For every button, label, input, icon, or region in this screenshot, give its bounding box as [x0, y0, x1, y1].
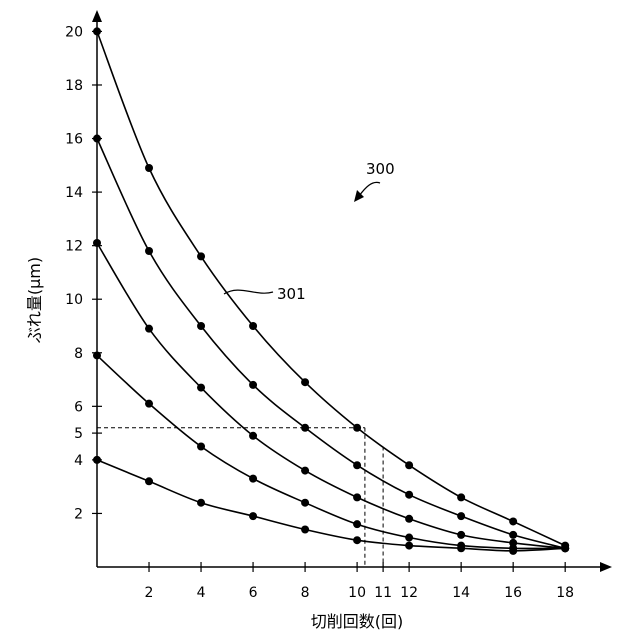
annotation-300-label: 300 [366, 160, 395, 178]
series-0-point-4 [301, 378, 309, 386]
series-4-point-4 [301, 526, 309, 534]
x-tick-label-10: 10 [348, 585, 366, 601]
series-4-point-5 [353, 536, 361, 544]
x-tick-label-4: 4 [197, 585, 206, 601]
annotation-300: 300 [354, 160, 395, 202]
series-3-point-1 [145, 400, 153, 408]
x-tick-label-18: 18 [556, 585, 574, 601]
annotation-301-label: 301 [277, 285, 306, 303]
series-0-point-3 [249, 322, 257, 330]
series-0-point-1 [145, 164, 153, 172]
annotation-301: 301 [224, 285, 306, 303]
series-0-point-2 [197, 252, 205, 260]
x-tick-label-16: 16 [504, 585, 522, 601]
series-4-line [97, 460, 565, 551]
x-tick-label-2: 2 [145, 585, 154, 601]
annotation-300-arrow [359, 182, 380, 196]
series-2-point-1 [145, 325, 153, 333]
series-3-point-4 [301, 499, 309, 507]
series-3-line [97, 355, 565, 548]
y-tick-label-5: 5 [74, 426, 83, 442]
series-1-point-3 [249, 381, 257, 389]
annotation-301-leader [224, 290, 273, 294]
series-0-line [97, 31, 565, 545]
x-tick-label-6: 6 [249, 585, 258, 601]
y-tick-label-12: 12 [65, 239, 83, 255]
y-tick-label-4: 4 [74, 453, 83, 469]
series-1-point-4 [301, 424, 309, 432]
series-1-line [97, 139, 565, 549]
series-0-point-8 [509, 517, 517, 525]
series-4-point-7 [457, 544, 465, 552]
series-3-point-2 [197, 442, 205, 450]
x-tick-label-11: 11 [374, 585, 392, 601]
y-tick-label-14: 14 [65, 185, 83, 201]
series-1-point-2 [197, 322, 205, 330]
y-tick-label-10: 10 [65, 292, 83, 308]
series-1-point-1 [145, 247, 153, 255]
series-2-point-7 [457, 531, 465, 539]
x-axis-label: 切削回数(回) [311, 612, 404, 631]
series-0-point-5 [353, 424, 361, 432]
series-2-point-2 [197, 384, 205, 392]
y-axis-arrow [92, 10, 102, 22]
x-axis-arrow [600, 562, 612, 572]
series-4-point-9 [561, 544, 569, 552]
y-tick-label-8: 8 [74, 346, 83, 362]
series-group [93, 27, 569, 555]
series-3-point-5 [353, 520, 361, 528]
series-1-point-7 [457, 512, 465, 520]
series-4-point-3 [249, 512, 257, 520]
series-0-point-6 [405, 461, 413, 469]
series-4-point-8 [509, 547, 517, 555]
series-0-point-7 [457, 493, 465, 501]
axes [92, 10, 612, 572]
series-2-point-4 [301, 467, 309, 475]
reference-lines [97, 428, 383, 567]
series-1-point-5 [353, 461, 361, 469]
y-tick-label-20: 20 [65, 24, 83, 40]
series-2-line [97, 243, 565, 548]
series-4-point-2 [197, 499, 205, 507]
series-3-point-3 [249, 475, 257, 483]
x-tick-label-8: 8 [301, 585, 310, 601]
series-1-point-6 [405, 491, 413, 499]
y-tick-label-18: 18 [65, 78, 83, 94]
series-4-point-6 [405, 542, 413, 550]
y-axis-label: ぶれ量(μm) [25, 257, 44, 343]
series-2-point-5 [353, 493, 361, 501]
x-tick-label-12: 12 [400, 585, 418, 601]
series-1-point-8 [509, 531, 517, 539]
x-tick-label-14: 14 [452, 585, 470, 601]
series-4-point-1 [145, 477, 153, 485]
y-tick-label-2: 2 [74, 506, 83, 522]
series-2-point-6 [405, 515, 413, 523]
y-tick-label-6: 6 [74, 399, 83, 415]
series-3-point-6 [405, 534, 413, 542]
series-2-point-3 [249, 432, 257, 440]
y-tick-label-16: 16 [65, 132, 83, 148]
